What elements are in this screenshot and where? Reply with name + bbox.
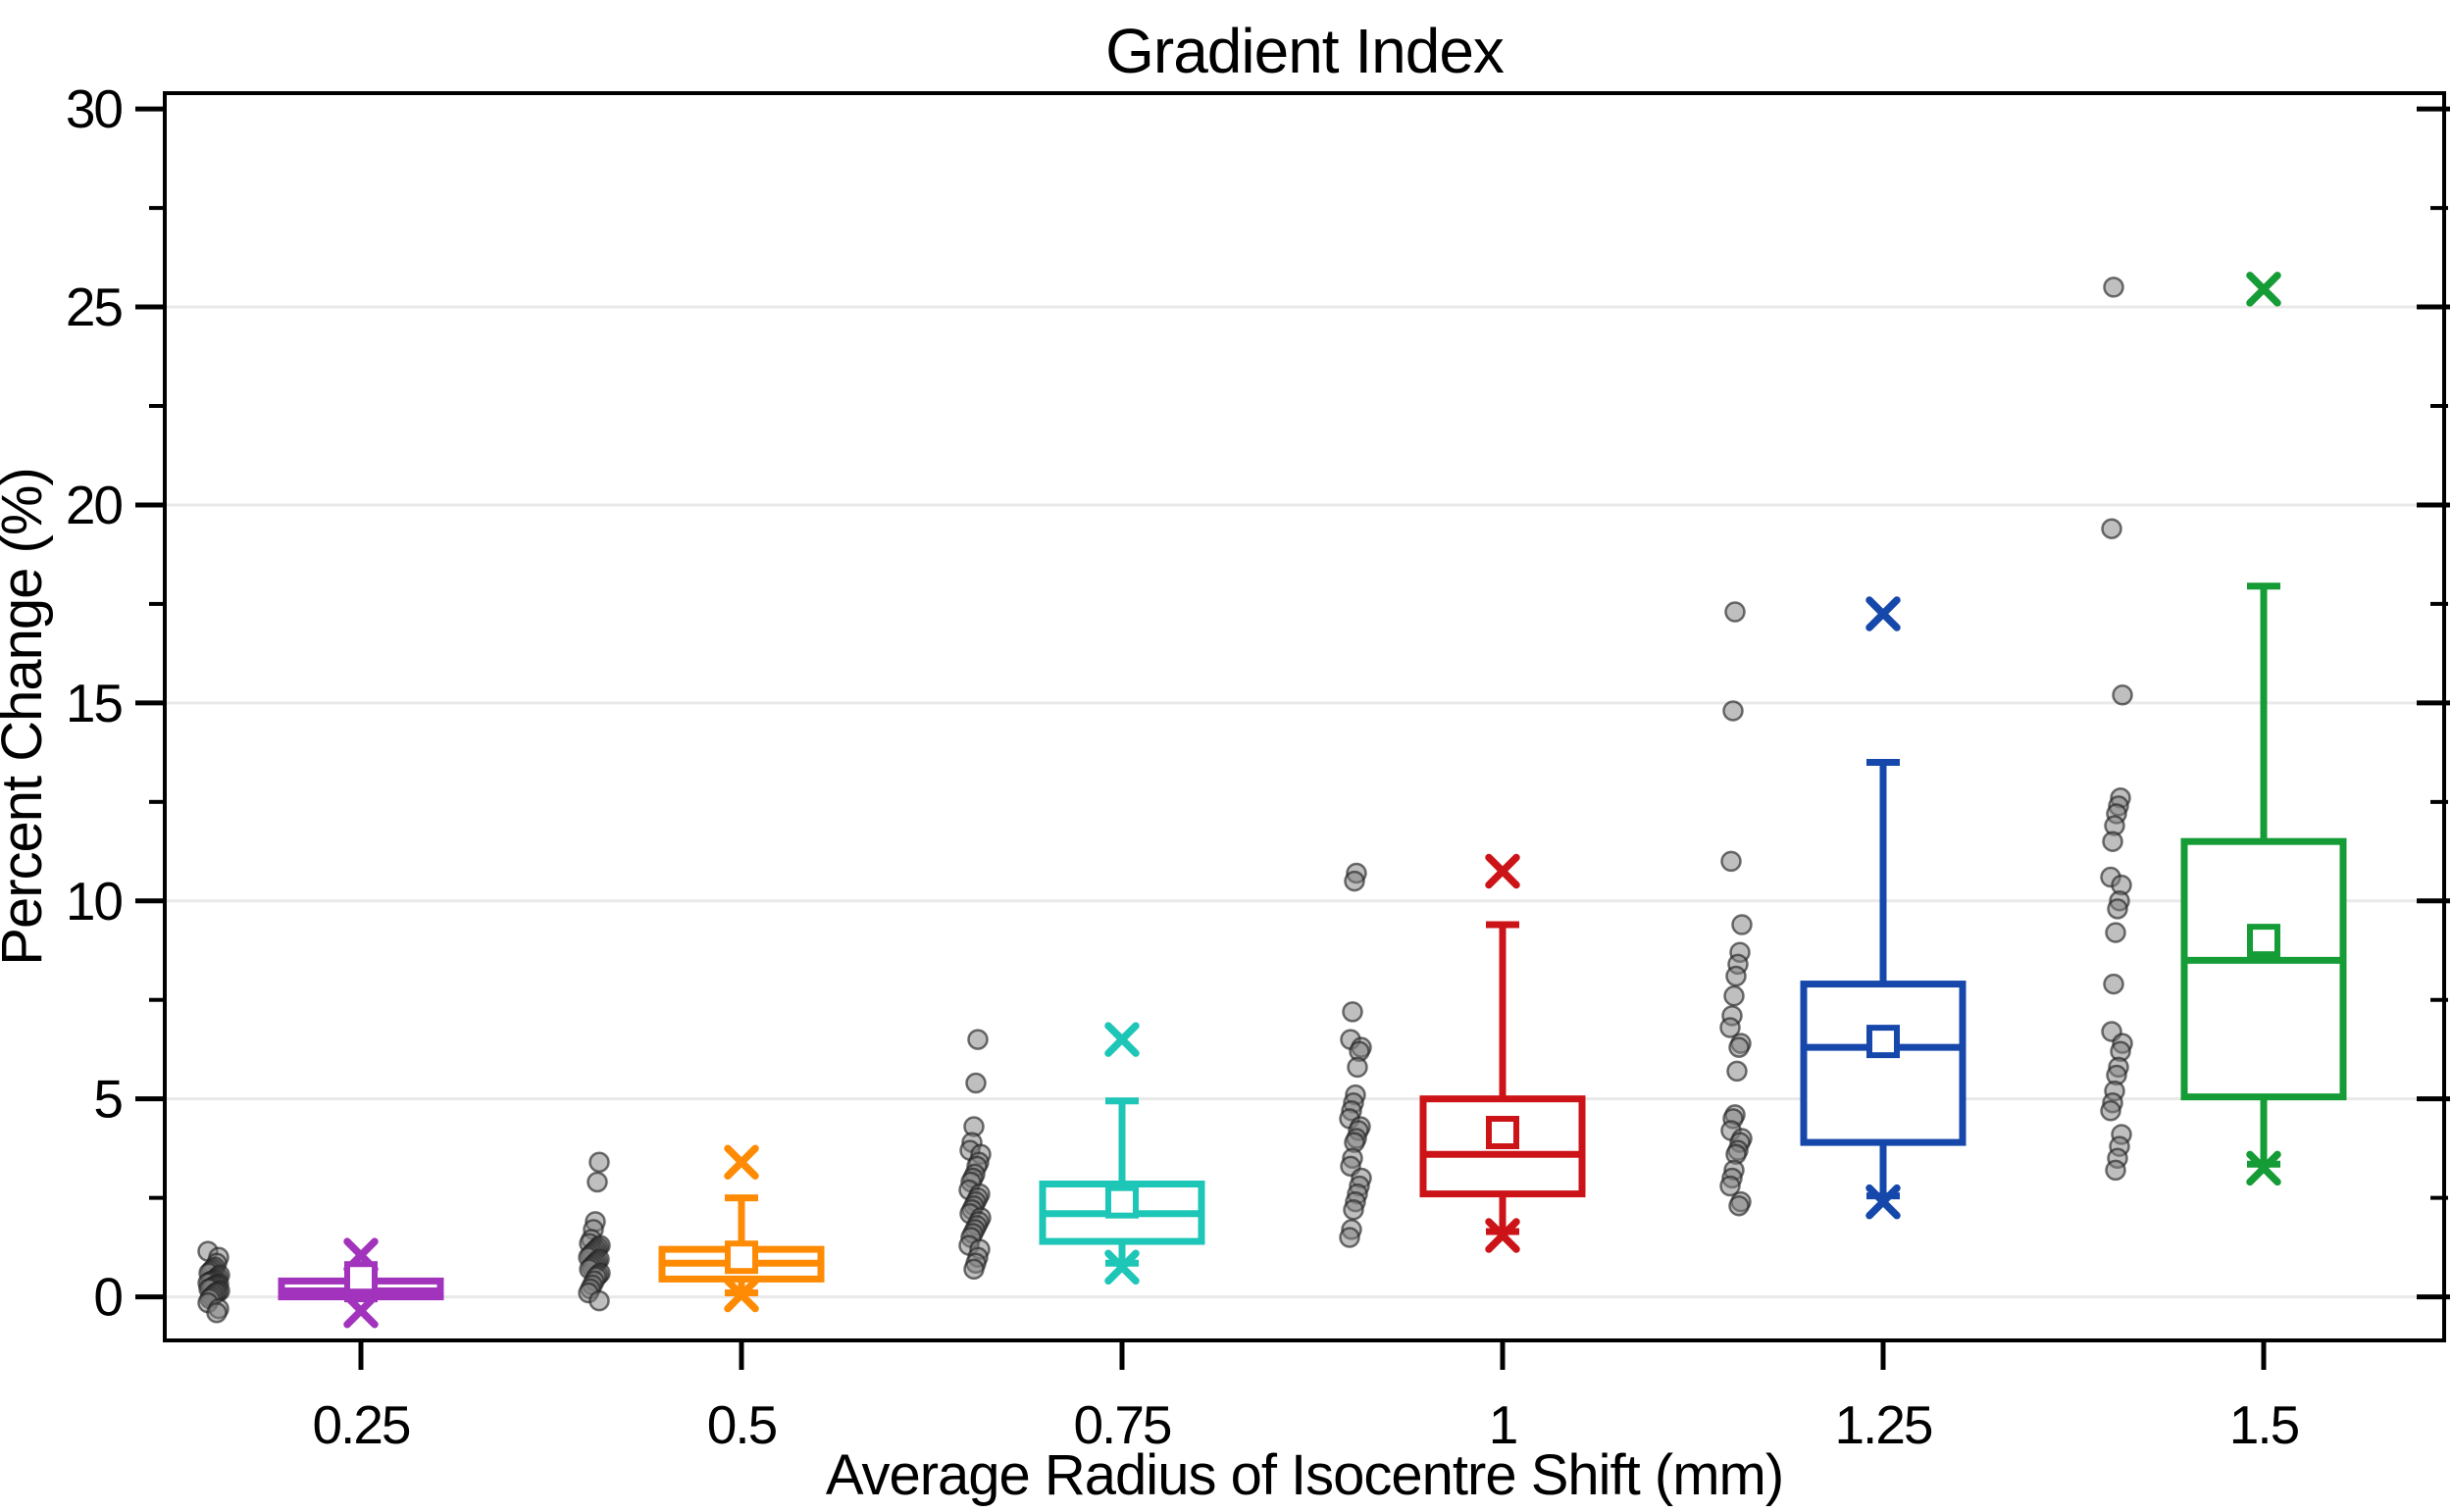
scatter-point xyxy=(587,1171,608,1193)
x-axis-title: Average Radius of Isocentre Shift (mm) xyxy=(826,1443,1783,1507)
outlier-high-x-marker xyxy=(1865,596,1901,631)
y-tick-label: 10 xyxy=(66,871,123,932)
outlier-high-x-marker xyxy=(2246,272,2281,307)
outlier-low-x-marker xyxy=(1485,1218,1520,1253)
box-group-0.25 xyxy=(197,1237,444,1329)
scatter-point xyxy=(1726,1060,1748,1083)
mean-marker xyxy=(1486,1116,1519,1149)
scatter-point xyxy=(963,1258,985,1281)
scatter-point xyxy=(1720,850,1742,873)
x-tick-label: 1.25 xyxy=(1834,1394,1931,1455)
box-group-1.5 xyxy=(2100,272,2347,1186)
x-tick-label: 0.75 xyxy=(1073,1394,1170,1455)
scatter-point xyxy=(2100,1100,2121,1122)
scatter-point xyxy=(1728,1194,1750,1217)
data-layer xyxy=(197,272,2347,1329)
scatter-point xyxy=(2103,973,2124,995)
scatter-point xyxy=(1339,1227,1360,1248)
y-tick-label: 25 xyxy=(66,277,123,337)
scatter-point xyxy=(1344,870,1365,892)
y-tick-label: 30 xyxy=(66,78,123,139)
scatter-point xyxy=(1723,984,1745,1007)
chart-title: Gradient Index xyxy=(1105,16,1505,86)
box-group-1.25 xyxy=(1719,596,1967,1220)
scatter-point xyxy=(588,1151,610,1174)
scatter-point xyxy=(2112,684,2133,706)
scatter-point xyxy=(1719,1017,1741,1038)
scatter-point xyxy=(967,1029,989,1050)
scatter-point xyxy=(588,1289,610,1312)
mean-marker xyxy=(1105,1184,1139,1219)
x-tick-label: 0.5 xyxy=(707,1394,777,1455)
y-tick-label: 5 xyxy=(93,1069,122,1130)
mean-marker xyxy=(725,1240,758,1275)
scatter-point xyxy=(2102,831,2123,852)
scatter-point xyxy=(965,1072,987,1094)
x-tick-label: 0.25 xyxy=(312,1394,409,1455)
outlier-high-x-marker xyxy=(1104,1022,1140,1057)
box-iqr xyxy=(2180,837,2347,1101)
scatter-point xyxy=(2107,898,2128,920)
box-iqr xyxy=(1419,1095,1586,1198)
y-tick-label: 20 xyxy=(66,475,123,535)
mean-marker xyxy=(344,1261,378,1295)
box-group-0.75 xyxy=(958,1022,1205,1285)
scatter-point xyxy=(1731,914,1753,935)
scatter-point xyxy=(1725,965,1747,987)
y-tick-label: 0 xyxy=(93,1267,122,1328)
box-group-0.5 xyxy=(578,1144,825,1313)
scatter-point xyxy=(1728,1036,1750,1058)
outlier-low-x-marker xyxy=(2246,1150,2281,1186)
y-axis-title: Percent Change (%) xyxy=(0,468,54,965)
outlier-high-x-marker xyxy=(724,1144,759,1181)
scatter-point xyxy=(2105,1159,2126,1182)
box-group-1 xyxy=(1339,853,1586,1253)
axes-layer: 0 5 10 15 20 25 30 0.25 0.5 0.75 1 1.25 1.5 xyxy=(66,78,2450,1455)
x-tick-label: 1.5 xyxy=(2229,1394,2299,1455)
scatter-point xyxy=(1343,1198,1364,1221)
plot-frame xyxy=(163,91,2446,1342)
box-iqr xyxy=(1800,981,1967,1146)
scatter-point xyxy=(1722,700,1744,722)
outlier-low-x-marker xyxy=(724,1277,759,1313)
x-tick-label: 1 xyxy=(1489,1394,1517,1455)
scatter-point xyxy=(206,1301,228,1324)
outlier-high-x-marker xyxy=(1485,853,1520,889)
scatter-point xyxy=(1724,601,1746,623)
scatter-point xyxy=(1342,1001,1363,1023)
outlier-low-x-marker xyxy=(1865,1184,1901,1220)
scatter-point xyxy=(1719,1175,1741,1197)
scatter-point xyxy=(2103,277,2124,298)
scatter-point xyxy=(1347,1056,1368,1079)
grid-layer xyxy=(165,305,2444,1299)
mean-marker xyxy=(1866,1025,1900,1059)
y-tick-label: 15 xyxy=(66,673,123,733)
outlier-low-x-marker xyxy=(343,1292,379,1329)
outlier-low-x-marker xyxy=(1104,1249,1140,1285)
scatter-point xyxy=(2105,922,2126,943)
mean-marker xyxy=(2247,924,2280,958)
scatter-point xyxy=(2101,518,2122,539)
